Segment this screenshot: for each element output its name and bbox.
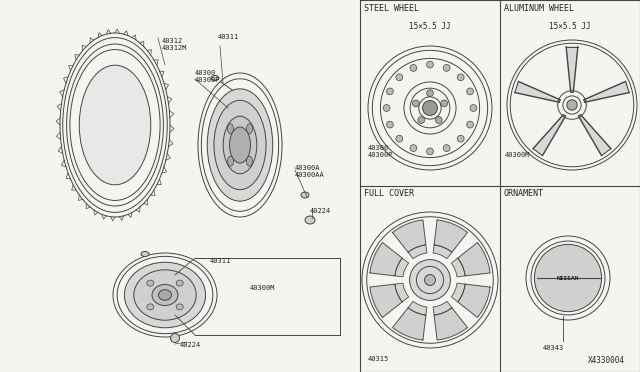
Polygon shape	[458, 284, 490, 317]
Circle shape	[427, 90, 433, 96]
Ellipse shape	[536, 257, 600, 299]
Circle shape	[467, 121, 474, 128]
Circle shape	[427, 61, 433, 68]
Circle shape	[435, 117, 442, 124]
Text: 15×5.5 JJ: 15×5.5 JJ	[549, 22, 591, 31]
Polygon shape	[370, 243, 402, 276]
Ellipse shape	[211, 76, 219, 80]
Ellipse shape	[246, 156, 253, 166]
Text: ALUMINUM WHEEL: ALUMINUM WHEEL	[504, 4, 574, 13]
Circle shape	[443, 64, 450, 71]
Polygon shape	[515, 81, 560, 102]
Text: 40312
40312M: 40312 40312M	[162, 38, 188, 51]
Text: 40300
40300P: 40300 40300P	[195, 70, 221, 83]
Circle shape	[441, 100, 447, 107]
Text: ORNAMENT: ORNAMENT	[504, 189, 544, 198]
Text: 40224: 40224	[180, 342, 201, 348]
Circle shape	[534, 244, 602, 312]
Circle shape	[410, 145, 417, 151]
Text: 40311: 40311	[210, 258, 231, 264]
Circle shape	[417, 266, 444, 294]
Ellipse shape	[147, 280, 154, 286]
Ellipse shape	[207, 89, 273, 201]
Circle shape	[410, 260, 451, 301]
Ellipse shape	[147, 304, 154, 310]
Ellipse shape	[152, 285, 178, 305]
Polygon shape	[584, 81, 629, 102]
Ellipse shape	[159, 290, 172, 300]
Polygon shape	[392, 308, 426, 340]
Polygon shape	[408, 245, 427, 259]
Circle shape	[410, 64, 417, 71]
Circle shape	[470, 105, 477, 111]
Polygon shape	[408, 301, 427, 315]
Circle shape	[422, 100, 438, 115]
Circle shape	[396, 74, 403, 81]
Circle shape	[383, 105, 390, 111]
Ellipse shape	[227, 156, 234, 166]
Polygon shape	[533, 115, 566, 155]
Polygon shape	[433, 301, 452, 315]
Circle shape	[443, 145, 450, 151]
Ellipse shape	[305, 216, 315, 224]
Polygon shape	[458, 243, 490, 276]
Circle shape	[457, 135, 464, 142]
Circle shape	[412, 100, 419, 107]
Ellipse shape	[176, 304, 183, 310]
Text: NISSAN: NISSAN	[557, 276, 579, 280]
Text: 40300M: 40300M	[505, 152, 531, 158]
Polygon shape	[370, 284, 402, 317]
Text: 40343: 40343	[542, 345, 564, 351]
Text: 40300M: 40300M	[250, 285, 275, 291]
Ellipse shape	[79, 65, 151, 185]
Ellipse shape	[170, 334, 179, 343]
Text: 40315: 40315	[368, 356, 389, 362]
Ellipse shape	[134, 270, 196, 320]
Polygon shape	[433, 245, 452, 259]
Polygon shape	[395, 283, 408, 302]
Ellipse shape	[214, 100, 266, 190]
Polygon shape	[451, 258, 465, 277]
Text: STEEL WHEEL: STEEL WHEEL	[364, 4, 419, 13]
Ellipse shape	[124, 262, 205, 328]
Polygon shape	[566, 46, 578, 92]
Text: 40311: 40311	[218, 34, 239, 40]
Text: X4330004: X4330004	[588, 356, 625, 365]
Circle shape	[387, 88, 394, 95]
Circle shape	[387, 121, 394, 128]
Ellipse shape	[176, 280, 183, 286]
Ellipse shape	[246, 124, 253, 134]
Circle shape	[396, 135, 403, 142]
Ellipse shape	[227, 124, 234, 134]
Text: 40224: 40224	[310, 208, 332, 214]
Ellipse shape	[230, 127, 250, 163]
Circle shape	[457, 74, 464, 81]
Circle shape	[467, 88, 474, 95]
Ellipse shape	[141, 251, 149, 257]
Polygon shape	[451, 283, 465, 302]
Polygon shape	[434, 220, 467, 252]
Text: FULL COVER: FULL COVER	[364, 189, 414, 198]
Circle shape	[567, 100, 577, 110]
Text: 40300
40300P: 40300 40300P	[368, 145, 394, 158]
Ellipse shape	[301, 192, 309, 198]
Circle shape	[418, 117, 425, 124]
Circle shape	[427, 148, 433, 155]
Polygon shape	[392, 220, 426, 252]
Circle shape	[424, 275, 435, 285]
Text: 15×5.5 JJ: 15×5.5 JJ	[409, 22, 451, 31]
Polygon shape	[579, 115, 611, 155]
Ellipse shape	[223, 116, 257, 174]
Text: 40300A
40300AA: 40300A 40300AA	[295, 165, 324, 178]
Polygon shape	[395, 258, 408, 277]
Polygon shape	[434, 308, 467, 340]
